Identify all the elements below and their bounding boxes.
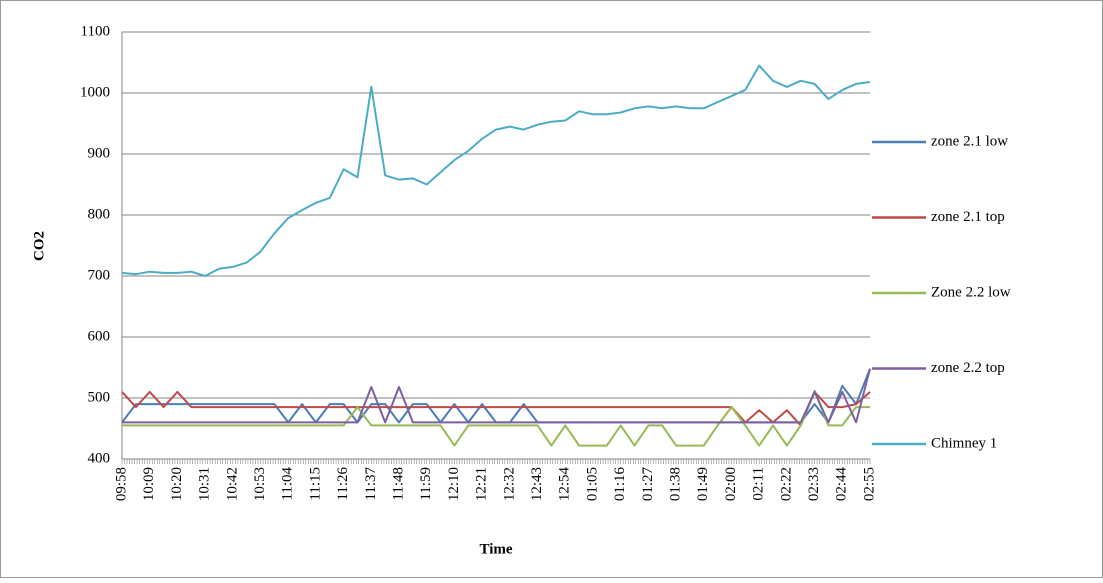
x-tick-label: 11:04 bbox=[280, 467, 296, 501]
x-tick-label: 09:58 bbox=[113, 467, 129, 501]
x-tick-label: 12:21 bbox=[474, 467, 490, 501]
x-tick-label: 11:26 bbox=[335, 467, 351, 501]
series-line bbox=[122, 389, 870, 447]
x-tick-label: 02:55 bbox=[861, 467, 877, 501]
series-line bbox=[122, 368, 871, 424]
x-tick-label: 12:10 bbox=[446, 467, 462, 501]
y-tick-label: 1100 bbox=[81, 23, 110, 39]
x-tick-label: 02:00 bbox=[723, 467, 739, 501]
x-tick-label: 11:37 bbox=[363, 467, 379, 501]
legend-label: Chimney 1 bbox=[931, 435, 997, 451]
x-tick-label: 10:20 bbox=[169, 467, 185, 501]
x-tick-label: 12:54 bbox=[557, 467, 573, 502]
y-tick-label: 800 bbox=[88, 206, 111, 222]
x-tick-label: 11:15 bbox=[307, 467, 323, 501]
x-tick-label: 02:11 bbox=[751, 467, 767, 501]
legend-label: zone 2.2 top bbox=[931, 360, 1005, 376]
y-tick-label: 900 bbox=[88, 145, 111, 161]
x-axis-title: Time bbox=[479, 541, 512, 557]
y-tick-label: 400 bbox=[88, 450, 111, 466]
x-tick-label: 01:05 bbox=[584, 467, 600, 501]
x-tick-label: 01:49 bbox=[695, 467, 711, 501]
x-tick-label: 10:42 bbox=[224, 467, 240, 501]
y-tick-label: 500 bbox=[88, 389, 111, 405]
x-tick-label: 12:32 bbox=[501, 467, 517, 501]
x-tick-label: 01:38 bbox=[668, 467, 684, 501]
x-tick-label: 11:59 bbox=[418, 467, 434, 501]
x-tick-label: 10:53 bbox=[252, 467, 268, 501]
y-tick-label: 1000 bbox=[80, 84, 110, 100]
y-axis-title: CO2 bbox=[31, 231, 47, 261]
legend-label: zone 2.1 low bbox=[931, 133, 1008, 149]
x-tick-label: 11:48 bbox=[390, 467, 406, 501]
x-tick-label: 01:27 bbox=[640, 467, 656, 502]
x-tick-label: 02:22 bbox=[778, 467, 794, 501]
x-tick-label: 12:43 bbox=[529, 467, 545, 501]
series-line bbox=[121, 64, 871, 277]
legend-label: zone 2.1 top bbox=[931, 209, 1005, 225]
x-tick-label: 01:16 bbox=[612, 467, 628, 502]
x-tick-label: 02:44 bbox=[834, 467, 850, 502]
x-tick-label: 02:33 bbox=[806, 467, 822, 501]
y-tick-label: 700 bbox=[88, 267, 111, 283]
y-tick-label: 600 bbox=[88, 328, 111, 344]
legend-label: Zone 2.2 low bbox=[931, 284, 1011, 300]
x-tick-label: 10:31 bbox=[197, 467, 213, 501]
x-tick-label: 10:09 bbox=[141, 467, 157, 501]
